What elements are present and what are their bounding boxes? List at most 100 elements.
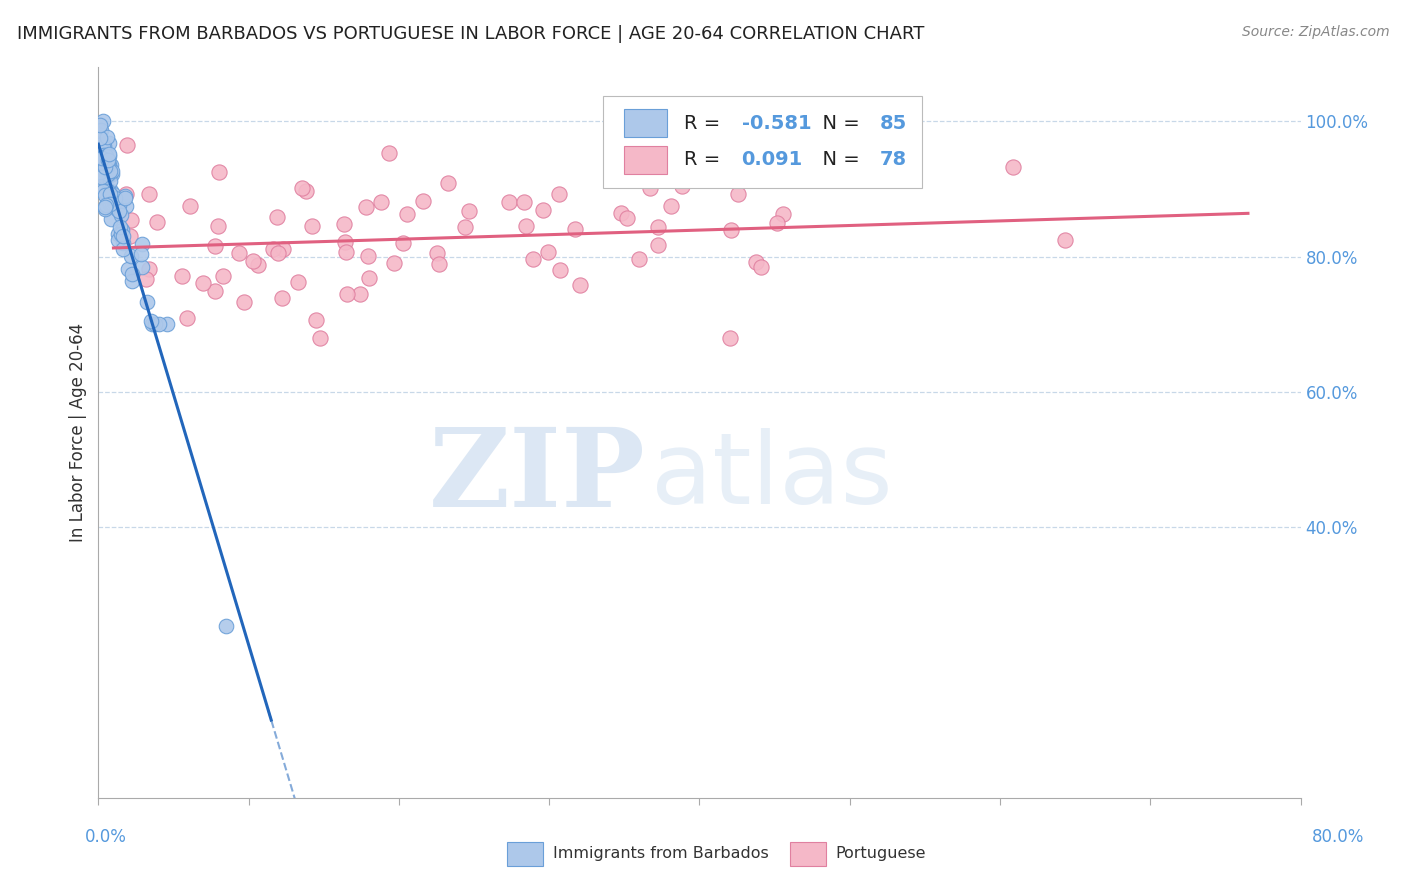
Point bbox=[100, 212, 122, 227]
Point bbox=[138, 262, 160, 277]
Point bbox=[97, 158, 120, 172]
Point bbox=[98, 158, 121, 172]
Point bbox=[751, 260, 773, 275]
Point bbox=[110, 223, 132, 237]
Point bbox=[90, 151, 112, 165]
Point bbox=[427, 257, 450, 271]
Point bbox=[207, 219, 229, 233]
Point bbox=[204, 285, 226, 299]
Point bbox=[766, 216, 789, 230]
Point bbox=[108, 198, 131, 212]
Point bbox=[564, 222, 586, 236]
Point bbox=[93, 148, 115, 162]
Point bbox=[91, 113, 114, 128]
Point bbox=[111, 228, 134, 243]
Point bbox=[139, 314, 162, 328]
Point bbox=[305, 313, 328, 327]
Point bbox=[370, 194, 392, 209]
Point bbox=[94, 160, 117, 174]
Point bbox=[309, 331, 332, 345]
Point bbox=[96, 130, 118, 145]
Point bbox=[97, 168, 120, 182]
Text: Source: ZipAtlas.com: Source: ZipAtlas.com bbox=[1241, 25, 1389, 39]
Point bbox=[98, 174, 121, 188]
Point bbox=[101, 191, 124, 205]
Point bbox=[647, 220, 669, 235]
Point bbox=[96, 149, 118, 163]
Point bbox=[97, 153, 120, 167]
Point bbox=[333, 217, 356, 231]
Point bbox=[135, 272, 157, 286]
Bar bbox=[790, 842, 825, 865]
Point bbox=[107, 233, 129, 247]
Point bbox=[120, 228, 142, 243]
Point bbox=[454, 219, 477, 234]
Point bbox=[89, 124, 111, 138]
Point bbox=[271, 242, 294, 256]
Text: 0.091: 0.091 bbox=[741, 150, 803, 169]
Text: ZIP: ZIP bbox=[429, 423, 645, 530]
Point bbox=[89, 118, 111, 132]
Point bbox=[101, 197, 124, 211]
Point bbox=[1001, 161, 1024, 175]
Point bbox=[335, 245, 357, 260]
Point bbox=[100, 158, 122, 172]
Point bbox=[262, 242, 284, 256]
Point bbox=[720, 223, 742, 237]
FancyBboxPatch shape bbox=[603, 96, 922, 187]
Point bbox=[98, 148, 121, 162]
Point bbox=[659, 199, 682, 213]
Point bbox=[426, 246, 449, 260]
Point bbox=[616, 211, 638, 226]
Bar bbox=[624, 110, 666, 137]
Point bbox=[104, 191, 127, 205]
Point bbox=[98, 190, 121, 204]
Point bbox=[336, 287, 359, 301]
Point bbox=[215, 618, 238, 632]
Point bbox=[522, 252, 544, 266]
Point bbox=[101, 187, 124, 202]
Point bbox=[156, 318, 179, 332]
Text: N =: N = bbox=[810, 150, 866, 169]
Text: R =: R = bbox=[683, 113, 727, 133]
Point bbox=[267, 245, 290, 260]
Point bbox=[204, 238, 226, 252]
Point bbox=[437, 176, 460, 190]
Point bbox=[89, 165, 111, 179]
Point bbox=[100, 197, 122, 211]
Point bbox=[90, 170, 112, 185]
Point bbox=[548, 263, 571, 277]
Point bbox=[114, 191, 136, 205]
Text: 0.0%: 0.0% bbox=[84, 828, 127, 846]
Point bbox=[131, 260, 153, 274]
Point bbox=[105, 202, 128, 216]
Point bbox=[91, 140, 114, 154]
Point bbox=[114, 186, 136, 201]
Point bbox=[333, 235, 356, 249]
Point bbox=[94, 169, 117, 184]
Bar bbox=[508, 842, 543, 865]
Point bbox=[89, 182, 111, 196]
Point bbox=[98, 164, 121, 178]
Point bbox=[547, 186, 569, 201]
Point bbox=[301, 219, 323, 233]
Point bbox=[349, 286, 371, 301]
Point bbox=[727, 186, 749, 201]
Point bbox=[208, 165, 231, 179]
Point bbox=[91, 156, 114, 170]
Point bbox=[671, 179, 693, 194]
Point bbox=[412, 194, 434, 209]
Point bbox=[772, 207, 794, 221]
Point bbox=[647, 238, 669, 252]
Point bbox=[101, 167, 124, 181]
Point bbox=[291, 181, 314, 195]
Text: 78: 78 bbox=[880, 150, 907, 169]
Point bbox=[89, 137, 111, 152]
Point bbox=[120, 249, 142, 263]
Point bbox=[569, 277, 592, 292]
Point bbox=[718, 331, 741, 345]
Point bbox=[93, 139, 115, 153]
Text: atlas: atlas bbox=[651, 428, 893, 525]
Point bbox=[107, 227, 129, 241]
Point bbox=[148, 318, 170, 332]
